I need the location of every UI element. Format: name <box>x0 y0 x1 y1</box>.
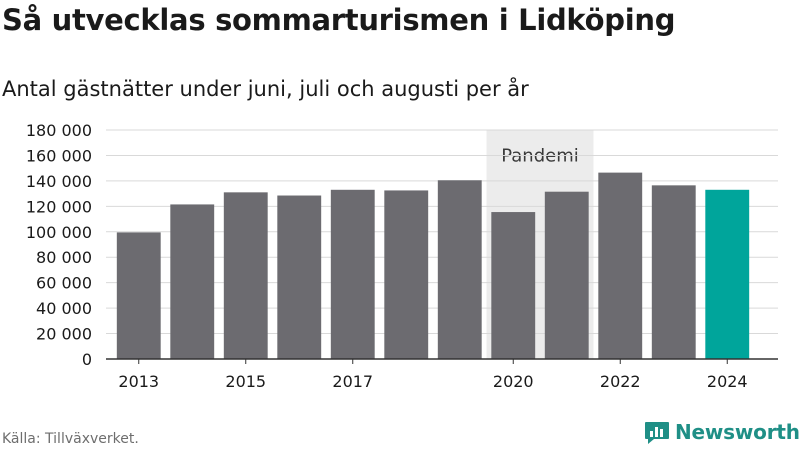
y-tick-label: 120 000 <box>26 197 92 216</box>
bar-2014 <box>170 204 215 359</box>
brand: Newsworthy <box>644 419 800 445</box>
brand-label: Newsworthy <box>675 420 800 444</box>
x-tick-label: 2020 <box>493 372 534 391</box>
bar-2021 <box>544 191 589 359</box>
newsworthy-logo-icon <box>645 422 669 444</box>
chart-title: Så utvecklas sommarturismen i Lidköping <box>2 3 676 37</box>
chart-subtitle: Antal gästnätter under juni, juli och au… <box>2 77 529 101</box>
y-tick-label: 180 000 <box>26 121 92 140</box>
y-tick-label: 140 000 <box>26 172 92 191</box>
bar-2015 <box>223 192 268 359</box>
y-tick-label: 40 000 <box>36 299 92 318</box>
bar-2022 <box>598 172 643 359</box>
x-tick-label: 2022 <box>600 372 641 391</box>
y-tick-label: 80 000 <box>36 248 92 267</box>
bar-2020 <box>491 212 536 359</box>
y-tick-label: 20 000 <box>36 325 92 344</box>
bar-2013 <box>116 232 161 359</box>
source-note: Källa: Tillväxverket. <box>2 431 139 447</box>
bar-2016 <box>277 195 322 359</box>
bar-2018 <box>384 190 429 359</box>
y-tick-label: 0 <box>82 350 92 369</box>
bar-2023 <box>651 185 696 359</box>
x-tick-label: 2017 <box>332 372 373 391</box>
x-tick-label: 2015 <box>225 372 266 391</box>
y-tick-label: 60 000 <box>36 274 92 293</box>
x-tick-label: 2013 <box>118 372 159 391</box>
y-tick-label: 100 000 <box>26 223 92 242</box>
bar-2017 <box>330 189 375 359</box>
bar-2019 <box>437 180 482 359</box>
x-tick-label: 2024 <box>707 372 748 391</box>
bar-2024 <box>705 189 750 359</box>
y-tick-label: 160 000 <box>26 146 92 165</box>
